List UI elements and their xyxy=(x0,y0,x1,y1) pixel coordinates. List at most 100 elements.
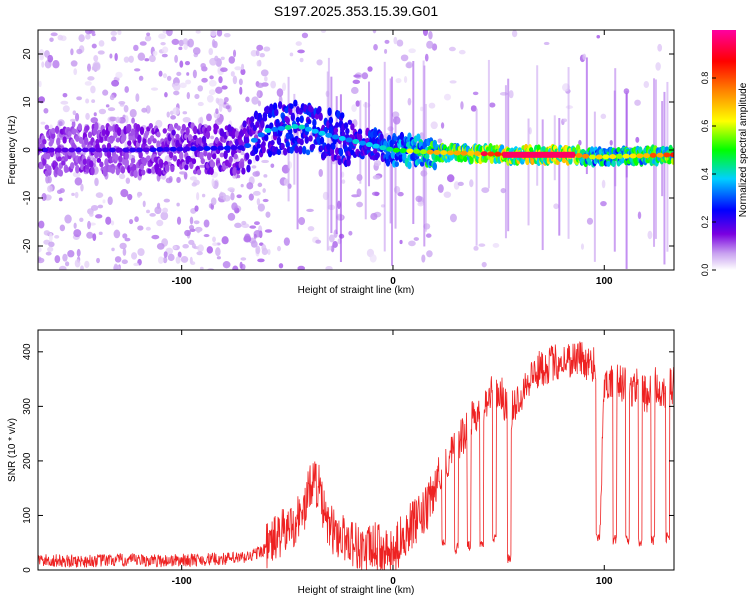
spectrogram-noise-blob xyxy=(38,80,42,88)
spectrogram-noise-blob xyxy=(356,188,362,198)
spectrogram-noise-blob xyxy=(214,118,223,125)
spectrogram-band-cell xyxy=(142,138,147,145)
spectrogram-noise-blob xyxy=(87,63,92,72)
spectrogram-noise-blob xyxy=(145,105,151,114)
spectrogram-streak xyxy=(614,68,617,187)
spectrogram-noise-blob xyxy=(330,245,335,253)
spectrogram-band-cell xyxy=(587,157,592,166)
spectrogram-noise-blob xyxy=(133,44,139,52)
spectrogram-ridge-point xyxy=(257,132,265,138)
spectrogram-noise-blob xyxy=(73,68,78,76)
spectrogram-noise-blob xyxy=(437,138,443,144)
spectrogram-noise-blob xyxy=(107,107,116,112)
spectrogram-band-cell xyxy=(51,127,56,134)
spectrogram-noise-blob xyxy=(325,265,333,270)
spectrogram-noise-blob xyxy=(448,46,456,52)
spectrogram-band-cell xyxy=(333,127,339,134)
spectrogram-streak xyxy=(487,59,490,189)
spectrogram-noise-blob xyxy=(41,61,45,68)
spectrogram-noise-blob xyxy=(425,233,432,238)
spectrogram-noise-blob xyxy=(118,173,126,180)
spectrogram-noise-blob xyxy=(123,105,129,113)
spectrogram-noise-blob xyxy=(259,53,266,58)
spectrogram-ridge-point xyxy=(41,147,49,153)
spectrogram-ridge-point xyxy=(169,146,177,152)
spectrogram-noise-blob xyxy=(237,174,241,179)
snr-ytick-label: 400 xyxy=(22,343,33,360)
spectrogram-band-cell xyxy=(334,122,340,128)
spectrogram-xlabel: Height of straight line (km) xyxy=(298,285,415,296)
spectrogram-noise-blob xyxy=(179,171,187,175)
spectrogram-ridge-point xyxy=(48,147,56,153)
spectrogram-noise-blob xyxy=(352,79,361,85)
spectrogram-noise-blob xyxy=(162,207,169,214)
spectrogram-noise-blob xyxy=(124,237,131,242)
spectrogram-noise-blob xyxy=(200,62,206,69)
spectrogram-band-cell xyxy=(337,158,342,166)
spectrogram-band-cell xyxy=(101,128,107,137)
spectrogram-noise-blob xyxy=(113,263,119,270)
spectrogram-noise-blob xyxy=(283,178,289,186)
spectrogram-noise-blob xyxy=(49,37,54,42)
spectrogram-noise-blob xyxy=(182,116,191,123)
spectrogram-band-cell xyxy=(191,158,197,165)
spectrogram-band-cell xyxy=(67,130,72,137)
spectrogram-band-cell xyxy=(87,131,93,139)
spectrogram-band-cell xyxy=(463,156,468,163)
spectrogram-noise-blob xyxy=(91,33,96,37)
spectrogram-noise-blob xyxy=(64,214,72,224)
spectrogram-noise-blob xyxy=(443,191,452,198)
spectrogram-noise-blob xyxy=(38,257,45,264)
spectrogram-noise-blob xyxy=(85,112,90,120)
spectrogram-band-cell xyxy=(261,140,266,148)
spectrogram-noise-blob xyxy=(478,243,486,247)
spectrogram-band-cell xyxy=(171,129,176,136)
spectrogram-band-cell xyxy=(185,126,190,136)
colorbar-tick-label: 0.0 xyxy=(700,264,710,277)
spectrogram-noise-blob xyxy=(178,39,184,47)
spectrogram-band-cell xyxy=(61,160,66,166)
spectrogram-noise-blob xyxy=(449,213,457,223)
spectrogram-noise-blob xyxy=(297,265,305,270)
spectrogram-noise-blob xyxy=(43,108,49,114)
spectrogram-band-cell xyxy=(206,125,212,132)
spectrogram-noise-blob xyxy=(457,181,464,186)
spectrogram-noise-blob xyxy=(481,187,490,193)
spectrogram-noise-blob xyxy=(232,265,239,270)
spectrogram-ridge-point xyxy=(379,145,387,151)
spectrogram-noise-blob xyxy=(225,105,231,110)
spectrogram-band-cell xyxy=(42,138,47,145)
spectrogram-band-cell xyxy=(85,125,90,131)
spectrogram-noise-blob xyxy=(244,233,251,242)
spectrogram-noise-blob xyxy=(172,107,180,115)
spectrogram-band-cell xyxy=(130,128,136,137)
spectrogram-noise-blob xyxy=(586,217,594,225)
spectrogram-band-cell xyxy=(284,107,289,114)
spectrogram-noise-blob xyxy=(220,56,225,61)
spectrogram-band-cell xyxy=(616,147,621,153)
snr-xtick-label: 100 xyxy=(596,576,613,587)
spectrogram-band-cell xyxy=(499,144,505,151)
spectrogram-noise-blob xyxy=(128,153,132,160)
spectrogram-noise-blob xyxy=(65,261,70,267)
spectrogram-noise-blob xyxy=(297,49,305,54)
spectrogram-ridge-point xyxy=(392,147,400,153)
spectrogram-band-cell xyxy=(393,135,398,142)
spectrogram-band-cell xyxy=(72,128,77,135)
spectrogram-noise-blob xyxy=(276,88,284,97)
spectrogram-band-cell xyxy=(228,155,233,164)
spectrogram-noise-blob xyxy=(384,48,388,54)
colorbar-label: Normalized spectral amplitude xyxy=(738,82,749,217)
spectrogram-ridge-point xyxy=(480,151,488,157)
snr-marks xyxy=(38,341,674,570)
spectrogram-xtick-label: 100 xyxy=(596,276,613,287)
spectrogram-noise-blob xyxy=(111,79,120,87)
spectrogram-noise-blob xyxy=(38,49,45,58)
spectrogram-noise-blob xyxy=(191,243,196,249)
spectrogram-noise-blob xyxy=(218,76,223,84)
spectrogram-noise-blob xyxy=(197,101,204,107)
spectrogram-band-cell xyxy=(328,116,334,125)
spectrogram-noise-blob xyxy=(227,212,236,221)
spectrogram-band-cell xyxy=(277,101,283,109)
